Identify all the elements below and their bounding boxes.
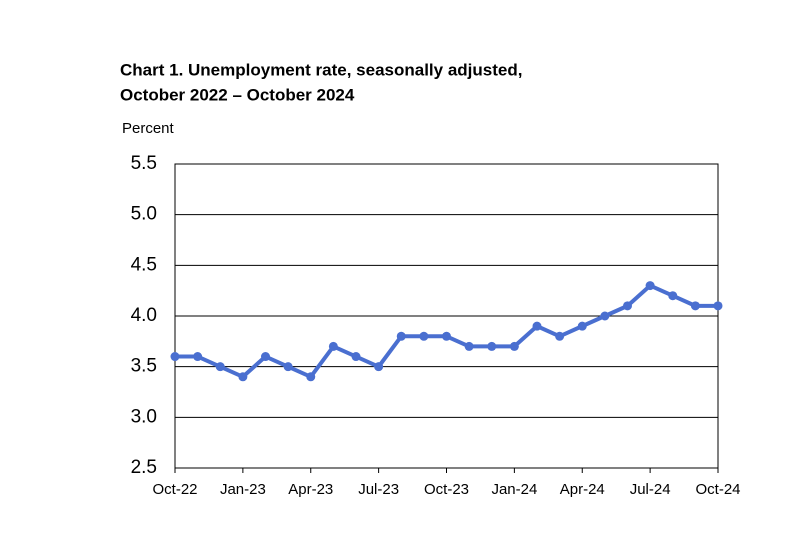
- data-point: [442, 331, 451, 341]
- data-point: [645, 281, 655, 291]
- y-tick-label: 4.5: [131, 254, 157, 275]
- data-point: [487, 341, 497, 351]
- data-point: [532, 321, 542, 331]
- chart-title: October 2022 – October 2024: [120, 85, 355, 104]
- y-axis-label: Percent: [122, 120, 175, 137]
- y-tick-label: 4.0: [131, 305, 157, 326]
- x-tick-label: Jul-24: [630, 481, 671, 498]
- x-tick-label: Oct-24: [695, 481, 740, 498]
- chart-title: Chart 1. Unemployment rate, seasonally a…: [120, 60, 522, 79]
- data-point: [713, 301, 723, 311]
- y-tick-label: 2.5: [131, 457, 157, 478]
- data-point: [215, 362, 225, 372]
- data-point: [509, 341, 519, 351]
- data-point: [261, 352, 270, 362]
- y-tick-label: 3.5: [131, 356, 157, 377]
- data-point: [555, 331, 565, 341]
- data-point: [283, 362, 293, 372]
- data-point: [690, 301, 700, 311]
- data-point: [328, 341, 338, 351]
- x-tick-label: Jul-23: [358, 481, 399, 498]
- data-point: [600, 311, 610, 321]
- data-point: [623, 301, 632, 311]
- data-point: [193, 352, 203, 362]
- y-tick-label: 5.0: [131, 204, 157, 225]
- x-tick-label: Apr-23: [288, 481, 333, 498]
- data-point: [668, 291, 678, 301]
- x-tick-label: Jan-23: [220, 481, 266, 498]
- x-tick-label: Oct-22: [152, 481, 197, 498]
- data-point: [306, 372, 316, 382]
- data-point: [238, 372, 248, 382]
- data-point: [396, 331, 406, 341]
- y-tick-label: 3.0: [131, 406, 157, 427]
- data-point: [170, 352, 180, 362]
- data-point: [351, 352, 361, 362]
- data-point: [464, 341, 474, 351]
- data-point: [577, 321, 587, 331]
- data-point: [419, 331, 429, 341]
- x-tick-label: Jan-24: [491, 481, 537, 498]
- x-tick-label: Oct-23: [424, 481, 469, 498]
- series-line: [175, 283, 718, 379]
- x-tick-label: Apr-24: [560, 481, 605, 498]
- y-tick-label: 5.5: [131, 153, 157, 174]
- data-point: [374, 362, 384, 372]
